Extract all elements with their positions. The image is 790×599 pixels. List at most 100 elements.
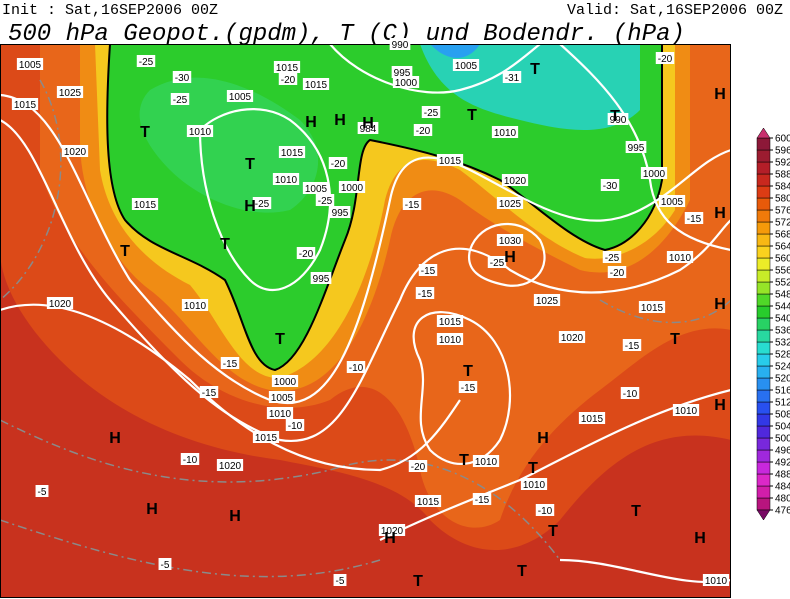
isobar-label: 1000: [274, 377, 297, 388]
label-box: [436, 154, 464, 166]
isotherm-label: -15: [202, 388, 217, 399]
pressure-centre: H: [714, 86, 726, 103]
isotherm-label: -15: [687, 214, 702, 225]
colorbar-segment: [756, 485, 771, 499]
label-box: [702, 574, 730, 586]
colorbar-label: 520: [775, 374, 790, 385]
isotherm-label: -31: [505, 73, 520, 84]
colorbar-label: 600: [775, 134, 790, 145]
colorbar-label: 556: [775, 266, 790, 277]
isotherm-label: -10: [349, 363, 364, 374]
colorbar: 4764804844884924965005045085125165205245…: [756, 127, 790, 521]
label-box: [186, 125, 214, 137]
isotherm-label: -5: [161, 560, 170, 571]
label-box: [491, 126, 519, 138]
label-box: [625, 141, 647, 153]
isobar-label: 1010: [269, 409, 292, 420]
isotherm-label: -25: [605, 253, 620, 264]
isobar: [329, 44, 731, 252]
label-box: [56, 86, 84, 98]
colorbar-segment: [756, 353, 771, 367]
label-box: [252, 197, 272, 209]
label-box: [180, 453, 200, 465]
label-box: [226, 90, 254, 102]
colorbar-segment: [756, 233, 771, 247]
colorbar-label: 484: [775, 482, 790, 493]
isobar-label: 1010: [189, 127, 212, 138]
colorbar-label: 548: [775, 290, 790, 301]
label-box: [436, 333, 464, 345]
label-box: [458, 381, 478, 393]
colorbar-label: 592: [775, 158, 790, 169]
isotherm-label: -20: [658, 54, 673, 65]
label-box: [496, 234, 524, 246]
colorbar-segment: [756, 377, 771, 391]
isobar-label: 1015: [281, 148, 304, 159]
isotherm-label: -20: [411, 462, 426, 473]
pressure-centre: H: [714, 397, 726, 414]
isobar: [0, 303, 461, 472]
pressure-centre: H: [244, 198, 256, 215]
pressure-centre: H: [334, 112, 346, 129]
isobar-label: 1010: [675, 406, 698, 417]
isobar-label: 1015: [14, 100, 37, 111]
label-box: [35, 485, 49, 497]
label-box: [600, 179, 620, 191]
label-box: [408, 460, 428, 472]
pressure-centre: T: [670, 331, 680, 348]
label-box: [302, 78, 330, 90]
colorbar-segment: [756, 269, 771, 283]
isotherm-label: -25: [490, 258, 505, 269]
colorbar-segment: [756, 425, 771, 439]
isobar-label: 1005: [305, 184, 328, 195]
label-box: [310, 272, 332, 284]
pressure-centre: H: [694, 530, 706, 547]
isobar-label: 995: [332, 208, 349, 219]
colorbar-label: 572: [775, 218, 790, 229]
isobar: [0, 93, 731, 405]
isobar-label: 1015: [276, 63, 299, 74]
label-box: [558, 331, 586, 343]
isobar-label: 1010: [475, 457, 498, 468]
pressure-centre: T: [413, 573, 423, 590]
colorbar-label: 516: [775, 386, 790, 397]
colorbar-label: 488: [775, 470, 790, 481]
label-box: [472, 455, 500, 467]
pressure-centre: T: [220, 236, 230, 253]
isotherm-label: -30: [175, 73, 190, 84]
isobar-label: 1020: [219, 461, 242, 472]
label-box: [655, 52, 675, 64]
colorbar-segment: [756, 389, 771, 403]
pressure-centre: T: [517, 563, 527, 580]
label-box: [46, 297, 74, 309]
colorbar-label: 584: [775, 182, 790, 193]
map-labels: 1005 1025 1015 1020 1010 1005 1015 1015 1015 1010…: [11, 38, 730, 590]
colorbar-segment: [756, 317, 771, 331]
label-box: [181, 299, 209, 311]
label-box: [684, 212, 704, 224]
label-box: [578, 412, 606, 424]
label-box: [415, 287, 435, 299]
isobar-label: 1010: [184, 301, 207, 312]
colorbar-label: 480: [775, 494, 790, 505]
pressure-centre: T: [548, 523, 558, 540]
isobar-label: 1015: [581, 414, 604, 425]
pressure-centre: T: [459, 452, 469, 469]
colorbar-segment: [756, 281, 771, 295]
isotherm-label: -30: [603, 181, 618, 192]
label-box: [271, 375, 299, 387]
label-box: [199, 386, 219, 398]
isobar-label: 1015: [255, 433, 278, 444]
colorbar-segment: [756, 341, 771, 355]
map-title: 500 hPa Geopot.(gpdm), T (C) und Bodendr…: [8, 21, 685, 48]
label-box: [607, 266, 627, 278]
colorbar-label: 552: [775, 278, 790, 289]
colorbar-segment: [756, 365, 771, 379]
isotherm: [0, 79, 731, 578]
pressure-centre: H: [714, 296, 726, 313]
isotherm-label: -25: [173, 95, 188, 106]
isotherm-label: -10: [538, 506, 553, 517]
colorbar-label: 528: [775, 350, 790, 361]
colorbar-segment: [756, 221, 771, 235]
label-box: [158, 558, 172, 570]
